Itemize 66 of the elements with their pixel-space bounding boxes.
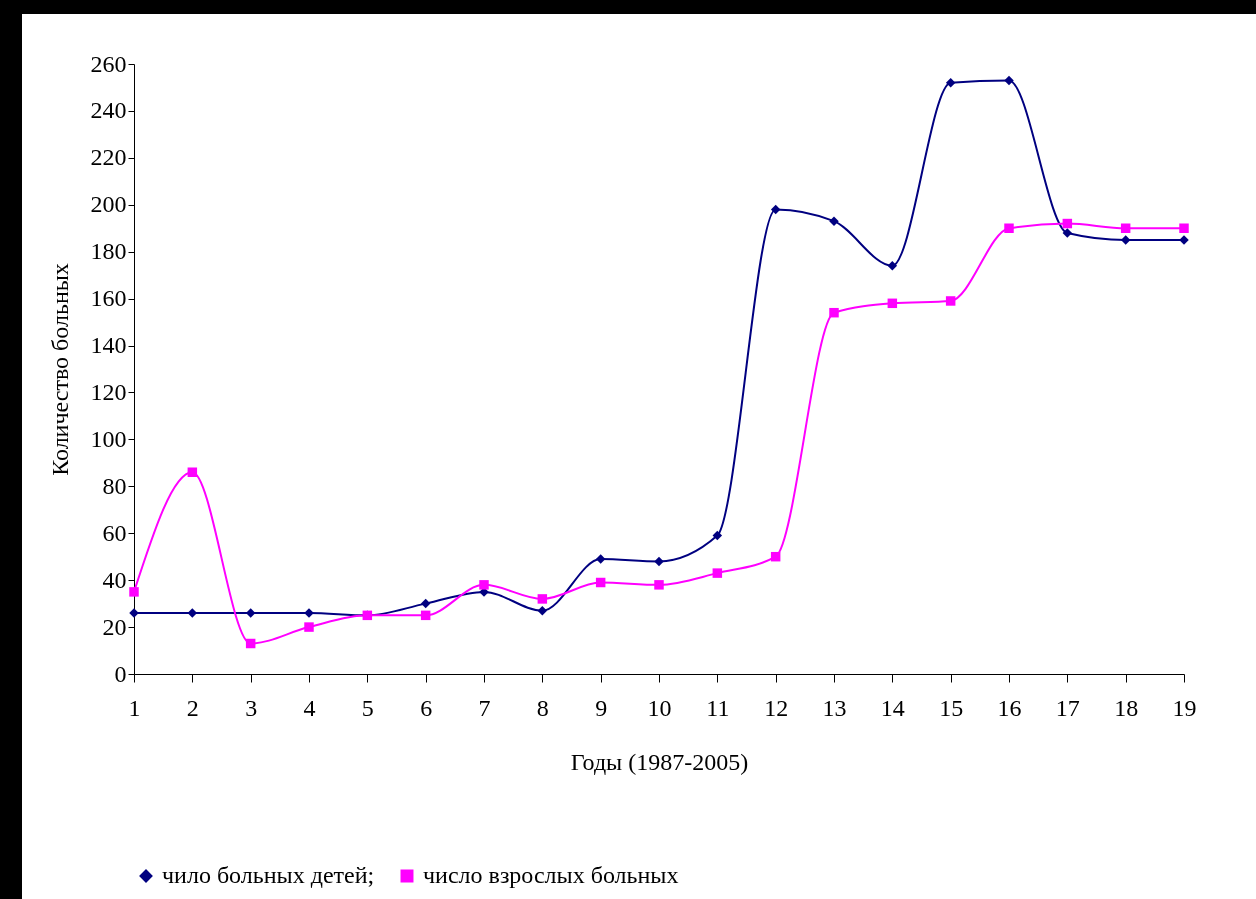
y-tick-label: 220 (90, 144, 127, 171)
x-tick-label: 12 (764, 694, 789, 721)
x-tick-label: 10 (647, 694, 672, 721)
point (1004, 223, 1014, 233)
point (887, 261, 898, 271)
point (595, 554, 606, 564)
point (712, 530, 723, 541)
x-tick-label: 6 (420, 694, 433, 721)
point (770, 551, 781, 562)
point (1062, 218, 1073, 229)
point (829, 307, 839, 318)
point (1120, 235, 1131, 245)
y-tick-label: 100 (90, 425, 127, 452)
x-tick-label: 13 (822, 694, 847, 721)
point (712, 568, 723, 578)
x-tick-label: 8 (536, 694, 549, 721)
y-tick-label: 140 (90, 332, 127, 359)
point (770, 204, 781, 215)
x-tick-label: 7 (478, 694, 491, 721)
point (420, 598, 431, 609)
y-tick-label: 120 (90, 378, 127, 405)
y-tick-label: 240 (90, 97, 127, 124)
x-tick-label: 5 (361, 694, 374, 721)
y-tick-label: 260 (90, 50, 127, 77)
point (1179, 223, 1189, 233)
point (1004, 75, 1014, 86)
point (187, 467, 198, 477)
x-tick-label: 16 (997, 694, 1022, 721)
y-tick-label: 40 (102, 566, 127, 593)
x-tick-label: 2 (186, 694, 199, 721)
x-axis-title: Годы (1987-2005) (570, 748, 749, 775)
x-tick-label: 14 (880, 694, 905, 721)
point (537, 605, 548, 616)
point (945, 296, 956, 306)
point (654, 556, 664, 567)
point (479, 580, 489, 590)
point (245, 638, 256, 649)
x-tick-label: 17 (1055, 694, 1080, 721)
point (420, 610, 431, 621)
x-tick-label: 11 (706, 694, 730, 721)
point (654, 580, 664, 590)
point (1120, 223, 1131, 233)
legend-label: чило больных детей; (162, 862, 375, 888)
legend-label: число взрослых больных (423, 862, 679, 888)
point (1062, 228, 1073, 238)
y-tick-label: 160 (90, 285, 127, 312)
point (595, 577, 606, 588)
y-tick-label: 200 (90, 191, 127, 218)
point (304, 622, 314, 632)
point (945, 78, 956, 88)
x-tick-label: 19 (1172, 694, 1197, 721)
x-tick-label: 9 (595, 694, 608, 721)
x-tick-label: 3 (245, 694, 258, 721)
x-tick-label: 4 (303, 694, 316, 721)
point (537, 594, 548, 604)
y-tick-label: 20 (102, 613, 127, 640)
y-tick-label: 80 (102, 472, 127, 499)
point (129, 587, 139, 597)
x-tick-label: 18 (1114, 694, 1139, 721)
y-tick-label: 180 (90, 238, 127, 265)
y-tick-label: 60 (102, 519, 127, 546)
y-axis-title: Количество больных (46, 263, 73, 476)
y-tick-label: 0 (114, 660, 127, 687)
x-tick-label: 1 (128, 694, 141, 721)
x-tick-label: 15 (939, 694, 964, 721)
point (887, 298, 898, 309)
